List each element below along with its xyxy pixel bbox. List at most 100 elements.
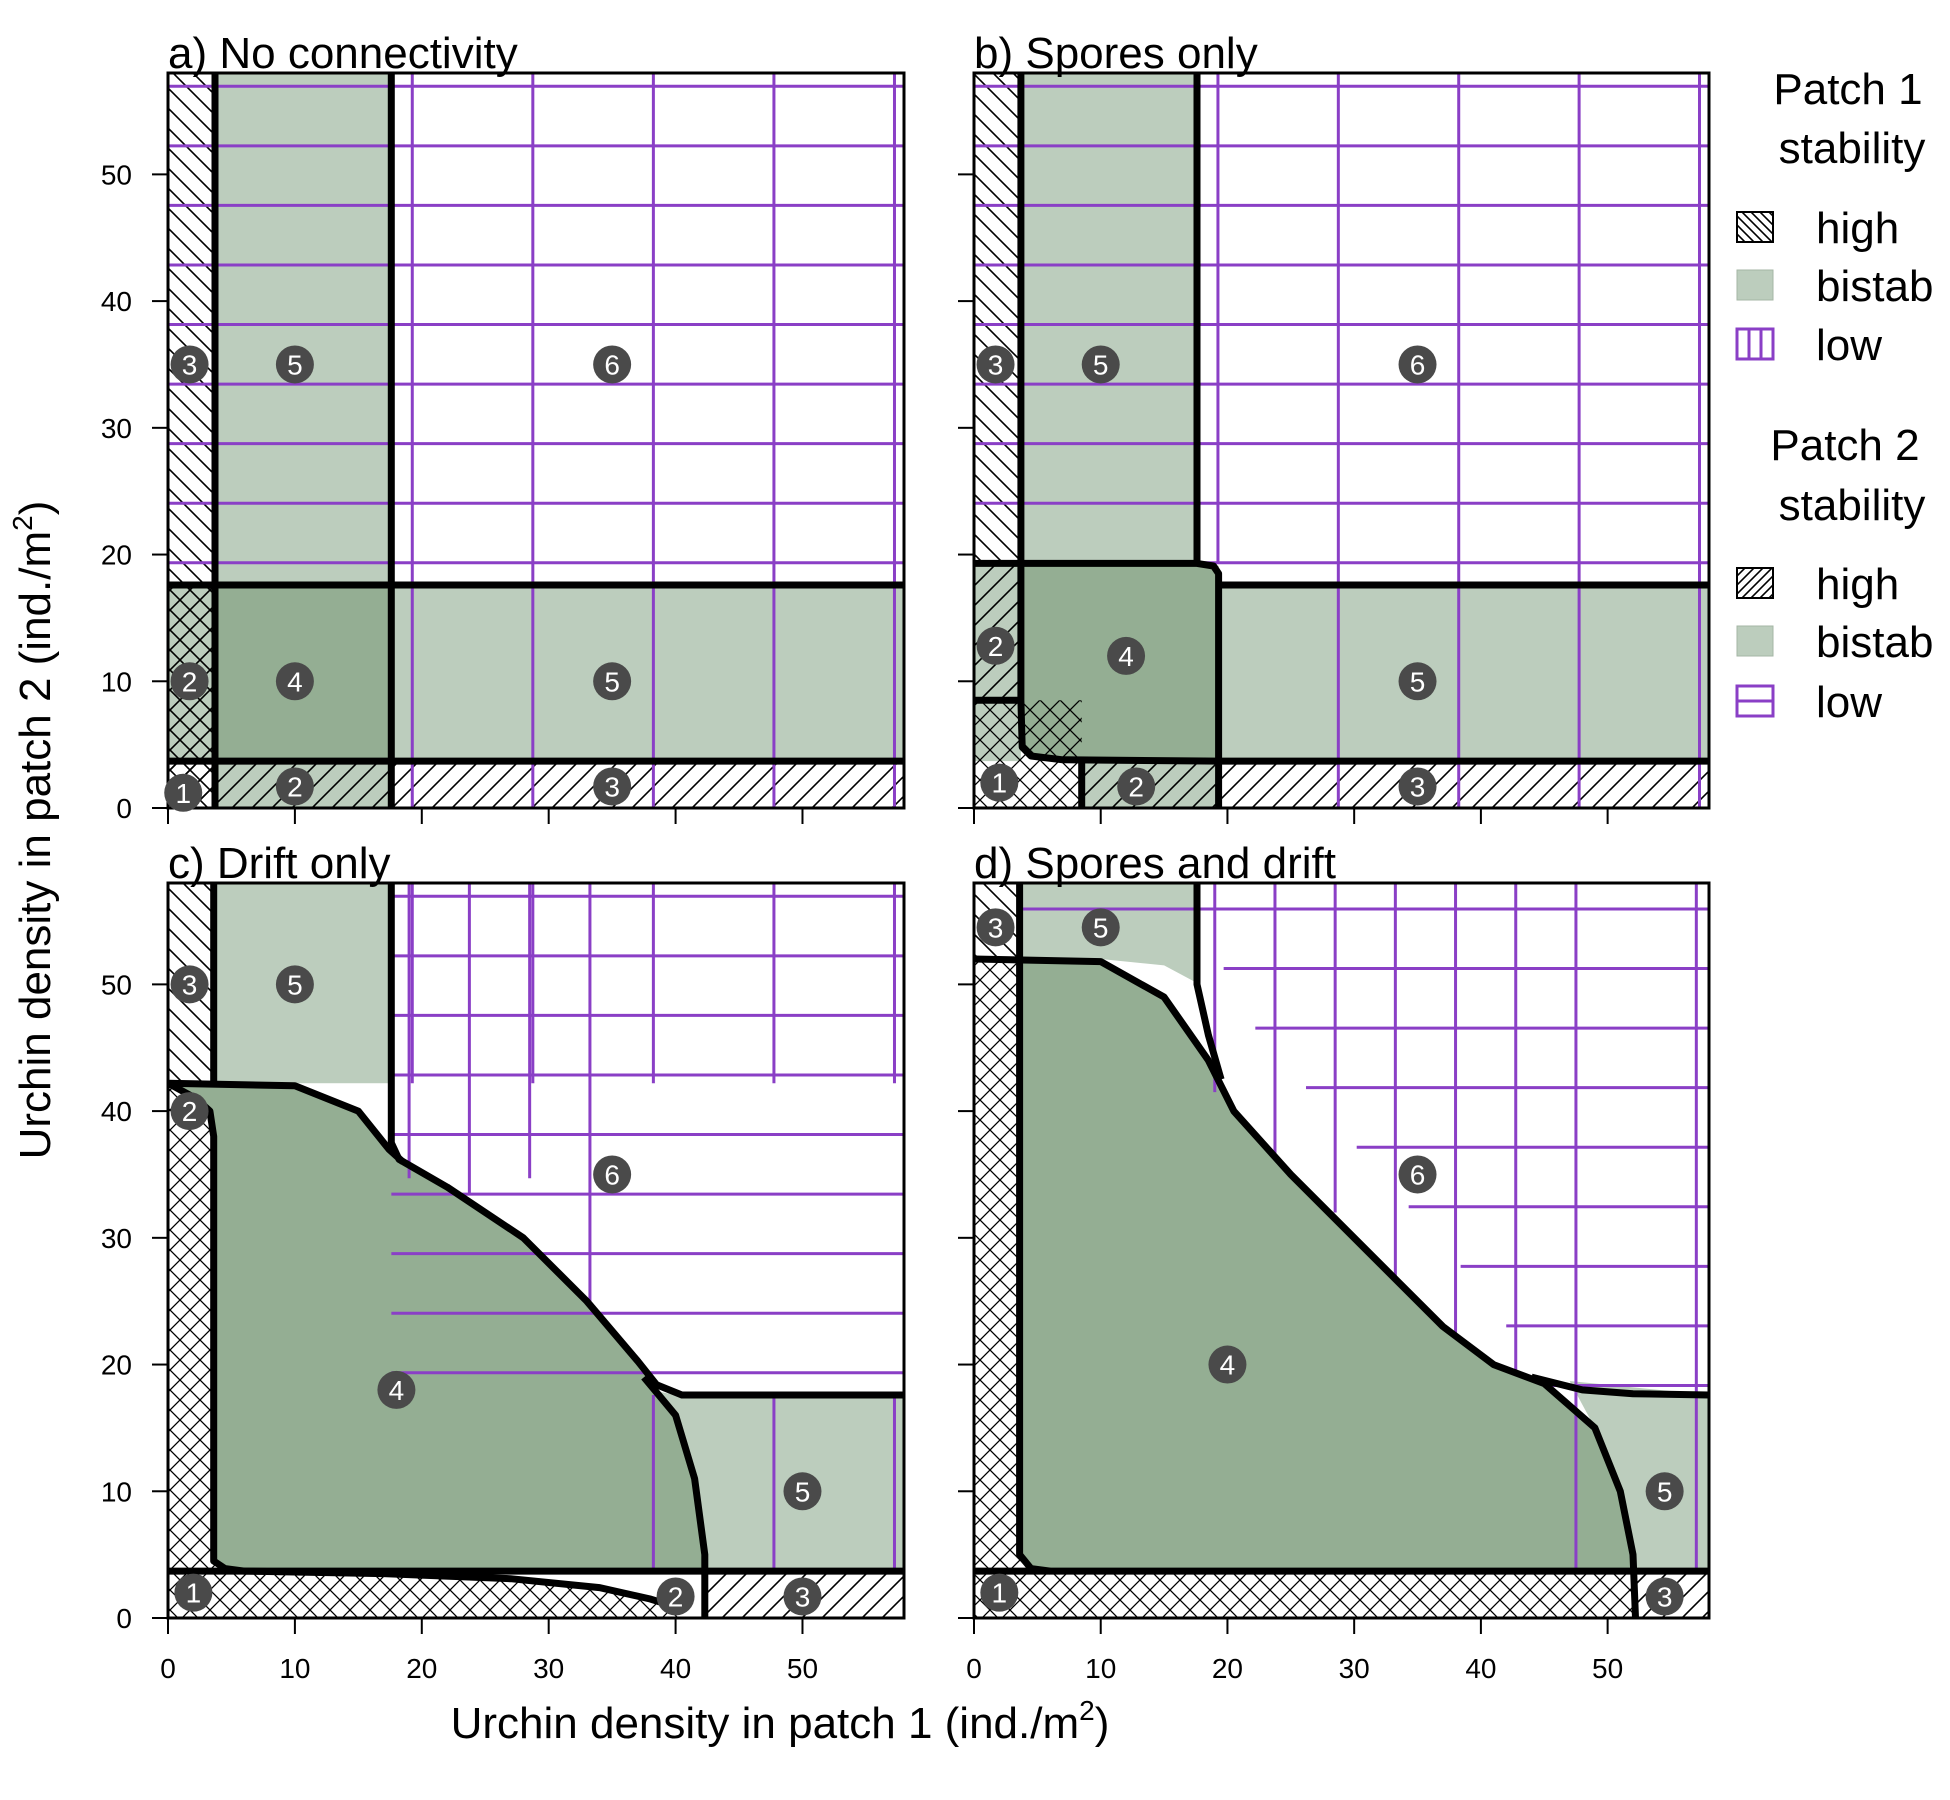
panel-title: d) Spores and drift	[974, 839, 1336, 888]
y-axis-label: Urchin density in patch 2 (ind./m2)	[7, 501, 60, 1160]
legend-patch1: Patch 1 stability high bistab low	[1735, 65, 1933, 370]
bistable-region	[1020, 73, 1198, 564]
svg-text:1: 1	[992, 768, 1008, 799]
panel-title: c) Drift only	[168, 839, 390, 888]
x-tick-label: 40	[660, 1653, 691, 1684]
svg-text:2: 2	[287, 771, 303, 802]
region-label-1: 1	[174, 1573, 213, 1612]
region-label-5: 5	[1081, 345, 1120, 384]
y-tick-label: 0	[116, 1603, 132, 1634]
region-label-6: 6	[593, 345, 632, 384]
svg-text:6: 6	[1410, 349, 1426, 380]
svg-text:4: 4	[287, 666, 303, 697]
svg-text:1: 1	[992, 1578, 1008, 1609]
region-label-3: 3	[1398, 767, 1437, 806]
svg-text:3: 3	[1410, 771, 1426, 802]
svg-text:4: 4	[389, 1375, 405, 1406]
x-tick-label: 20	[1212, 1653, 1243, 1684]
region-label-5: 5	[593, 662, 632, 701]
legend-patch2-bistable-label: bistab	[1816, 618, 1933, 667]
panel-2: b) Spores only 1 2 3 2 4 5 3 5 6	[958, 29, 1711, 824]
region-labels: 1 2 3 2 4 5 3 5 6	[170, 965, 822, 1616]
x-axis-label: Urchin density in patch 1 (ind./m2)	[451, 1695, 1110, 1748]
y-tick-label: 30	[101, 413, 132, 444]
svg-text:5: 5	[1657, 1476, 1673, 1507]
x-axis: 0 10 20 30 40 50	[160, 1618, 818, 1684]
legend-patch2-low-swatch	[1735, 684, 1775, 718]
region-label-2: 2	[656, 1577, 695, 1616]
svg-text:5: 5	[1093, 912, 1109, 943]
y-axis: 0 10 20 30 40 50	[101, 969, 168, 1634]
y-tick-label: 40	[101, 286, 132, 317]
svg-text:1: 1	[186, 1578, 202, 1609]
legend-patch2-high-label: high	[1816, 560, 1899, 609]
svg-text:3: 3	[604, 771, 620, 802]
region-label-6: 6	[1398, 345, 1437, 384]
region-label-4: 4	[377, 1370, 416, 1409]
svg-text:2: 2	[988, 631, 1004, 662]
boundary-line	[974, 559, 1223, 808]
region-label-2: 2	[976, 626, 1015, 665]
svg-text:5: 5	[604, 666, 620, 697]
legend-patch2-high-swatch	[1736, 567, 1774, 599]
x-tick-label: 0	[966, 1653, 982, 1684]
boundary-line	[1193, 883, 1225, 1081]
patch1-high-hatch	[974, 73, 1021, 564]
y-axis: 0 10 20 30 40 50	[101, 159, 168, 824]
region-label-4: 4	[275, 662, 314, 701]
boundary-line	[244, 1567, 681, 1612]
bistable-region	[650, 1389, 904, 1572]
bistable-region	[1569, 1381, 1709, 1572]
svg-text:4: 4	[1118, 641, 1134, 672]
legend-patch2-title-line1: Patch 2	[1770, 421, 1919, 470]
patch2-high-hatch	[391, 761, 904, 808]
region-label-3: 3	[593, 767, 632, 806]
x-tick-label: 10	[1085, 1653, 1116, 1684]
y-tick-label: 20	[101, 1350, 132, 1381]
svg-text:5: 5	[1410, 666, 1426, 697]
region-label-2: 2	[170, 662, 209, 701]
y-tick-label: 50	[101, 969, 132, 1000]
region-label-3: 3	[783, 1577, 822, 1616]
svg-text:3: 3	[795, 1581, 811, 1612]
region-label-6: 6	[593, 1155, 632, 1194]
region-labels: 1 2 3 2 4 5 3 5 6	[976, 345, 1437, 806]
x-axis: 0 10 20 30 40 50	[966, 1618, 1623, 1684]
region-label-2: 2	[170, 1092, 209, 1131]
svg-text:6: 6	[604, 1159, 620, 1190]
x-tick-label: 50	[1592, 1653, 1623, 1684]
boundary-line	[387, 883, 904, 1399]
svg-text:6: 6	[1410, 1159, 1426, 1190]
svg-text:5: 5	[1093, 349, 1109, 380]
y-tick-label: 20	[101, 540, 132, 571]
region-label-5: 5	[783, 1472, 822, 1511]
legend-patch2-bistable-swatch	[1736, 625, 1774, 657]
bistable-region	[1218, 584, 1709, 762]
patch1-low-lines	[1216, 73, 1701, 564]
svg-text:3: 3	[988, 349, 1004, 380]
legend-patch1-high-label: high	[1816, 204, 1899, 253]
svg-text:6: 6	[604, 349, 620, 380]
svg-text:2: 2	[1128, 771, 1144, 802]
y-tick-label: 30	[101, 1223, 132, 1254]
boundary-line	[1017, 73, 1219, 765]
y-tick-label: 10	[101, 666, 132, 697]
patch1-low-lines	[410, 73, 896, 808]
legend-patch1-low-swatch	[1735, 327, 1775, 361]
legend-patch2: Patch 2 stability high bistab low	[1735, 421, 1933, 727]
svg-text:1: 1	[175, 778, 191, 809]
region-label-3: 3	[170, 345, 209, 384]
x-tick-label: 0	[160, 1653, 176, 1684]
svg-text:3: 3	[1657, 1581, 1673, 1612]
legend-patch1-title-line2: stability	[1779, 124, 1926, 173]
bistable-both-region	[168, 1083, 705, 1572]
boundary-line	[641, 1374, 709, 1618]
panel-4: 0 10 20 30 40 50 d) Spores and drift 1 3 4 5 3 5 6	[958, 839, 1711, 1684]
svg-text:5: 5	[287, 349, 303, 380]
patch2-low-lines	[1019, 907, 1709, 1387]
region-label-5: 5	[1081, 908, 1120, 947]
x-axis	[973, 808, 1609, 824]
x-tick-label: 40	[1465, 1653, 1496, 1684]
y-tick-label: 50	[101, 159, 132, 190]
